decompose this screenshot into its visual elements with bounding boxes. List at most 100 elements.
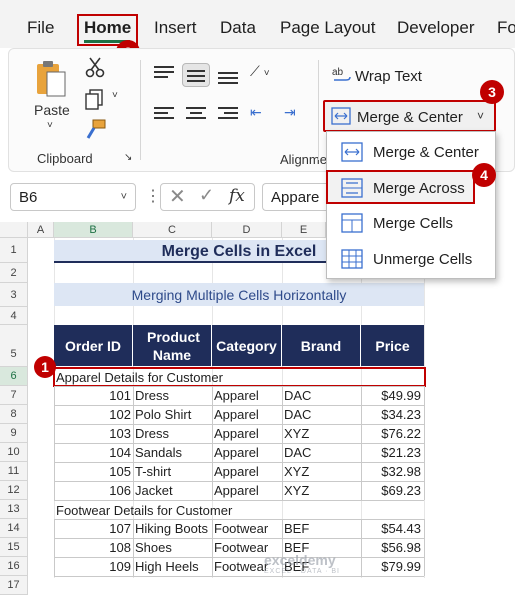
- row-header[interactable]: 14: [0, 519, 28, 538]
- align-right-icon[interactable]: [214, 104, 242, 128]
- table-row[interactable]: 103 Dress Apparel XYZ $76.22: [54, 424, 424, 443]
- select-all-corner[interactable]: [0, 222, 28, 238]
- menu-page-layout[interactable]: Page Layout: [280, 18, 376, 37]
- row-header[interactable]: 16: [0, 557, 28, 576]
- table-row[interactable]: 107 Hiking Boots Footwear BEF $54.43: [54, 519, 424, 538]
- menu-item-merge-cells[interactable]: Merge Cells: [327, 206, 495, 240]
- more-options-icon[interactable]: ⋮: [145, 188, 161, 205]
- table-row[interactable]: 101 Dress Apparel DAC $49.99: [54, 386, 424, 405]
- menu-item-unmerge-cells[interactable]: Unmerge Cells: [327, 242, 495, 276]
- footwear-section-label[interactable]: Footwear Details for Customer: [56, 503, 233, 518]
- row-header[interactable]: 8: [0, 405, 28, 424]
- menu-developer[interactable]: Developer: [397, 18, 475, 37]
- paste-icon[interactable]: [34, 58, 68, 98]
- sheet-subtitle-cell[interactable]: Merging Multiple Cells Horizontally: [54, 283, 424, 306]
- chevron-down-icon: ˅: [476, 109, 484, 123]
- format-painter-icon[interactable]: [84, 118, 108, 140]
- increase-indent-icon[interactable]: ⇥: [284, 104, 296, 120]
- column-header[interactable]: A: [28, 222, 54, 238]
- cell-price: $32.98: [381, 464, 421, 479]
- table-border: [54, 405, 424, 406]
- cell-product: Jacket: [135, 483, 173, 498]
- header-order-id[interactable]: Order ID: [54, 325, 133, 366]
- row-header[interactable]: 17: [0, 576, 28, 595]
- wrap-text-icon[interactable]: ab: [332, 66, 352, 86]
- row-header[interactable]: 13: [0, 500, 28, 519]
- step-badge-1: 1: [34, 356, 56, 378]
- header-label: Category: [216, 338, 277, 354]
- menu-item-merge-center[interactable]: Merge & Center: [327, 135, 495, 169]
- column-header[interactable]: E: [282, 222, 326, 238]
- cell-brand: XYZ: [284, 483, 310, 498]
- align-bottom-icon[interactable]: [214, 63, 242, 87]
- cell-price: $49.99: [381, 388, 421, 403]
- row-header[interactable]: 6: [0, 367, 28, 386]
- row-header[interactable]: 9: [0, 424, 28, 443]
- cut-icon[interactable]: [84, 56, 106, 78]
- row-header[interactable]: 11: [0, 462, 28, 481]
- column-header[interactable]: C: [133, 222, 212, 238]
- menu-formulas[interactable]: Fo: [497, 18, 515, 37]
- cell-order-id: 107: [109, 521, 131, 536]
- apparel-section-label[interactable]: Apparel Details for Customer: [56, 370, 223, 385]
- copy-icon[interactable]: [84, 88, 106, 110]
- row-header[interactable]: 1: [0, 238, 28, 263]
- table-row[interactable]: 102 Polo Shirt Apparel DAC $34.23: [54, 405, 424, 424]
- header-product-name[interactable]: Product Name: [133, 325, 212, 366]
- menu-file[interactable]: File: [27, 18, 55, 37]
- cancel-icon[interactable]: ✕: [169, 186, 186, 208]
- table-border: [54, 576, 424, 577]
- column-header[interactable]: B: [54, 222, 133, 238]
- copy-chevron-icon[interactable]: ˅: [112, 90, 118, 101]
- row-header[interactable]: 2: [0, 263, 28, 283]
- table-border: [54, 538, 424, 539]
- name-box[interactable]: B6 ˅: [10, 183, 136, 211]
- align-top-icon[interactable]: [150, 63, 178, 87]
- header-brand[interactable]: Brand: [282, 325, 361, 366]
- enter-icon[interactable]: ✓: [199, 185, 215, 205]
- merge-center-button[interactable]: Merge & Center ˅: [323, 100, 496, 132]
- align-middle-icon[interactable]: [182, 63, 210, 87]
- menu-insert[interactable]: Insert: [154, 18, 197, 37]
- wrap-text-button[interactable]: Wrap Text: [355, 68, 422, 85]
- cell-brand: DAC: [284, 407, 312, 422]
- menu-data[interactable]: Data: [220, 18, 256, 37]
- row-header[interactable]: 15: [0, 538, 28, 557]
- table-border: [54, 386, 424, 387]
- align-left-icon[interactable]: [150, 104, 178, 128]
- align-center-icon[interactable]: [182, 104, 210, 128]
- row-header[interactable]: 5: [0, 325, 28, 367]
- column-header[interactable]: D: [212, 222, 282, 238]
- table-row[interactable]: 106 Jacket Apparel XYZ $69.23: [54, 481, 424, 500]
- cell-product: Dress: [135, 426, 169, 441]
- header-price[interactable]: Price: [361, 325, 424, 366]
- table-border: [212, 519, 213, 576]
- row-header[interactable]: 12: [0, 481, 28, 500]
- selection-highlight-box: [53, 367, 426, 387]
- table-row[interactable]: 104 Sandals Apparel DAC $21.23: [54, 443, 424, 462]
- insert-function-icon[interactable]: fx: [229, 186, 245, 206]
- watermark-name: exceldemy: [264, 552, 336, 568]
- cell-category: Footwear: [214, 521, 269, 536]
- orientation-icon[interactable]: ⟋ ˅: [250, 63, 270, 79]
- formula-input[interactable]: Appare: [262, 183, 342, 211]
- menu-item-merge-across[interactable]: Merge Across: [326, 170, 475, 204]
- row-header[interactable]: 7: [0, 386, 28, 405]
- row-header[interactable]: 3: [0, 283, 28, 307]
- row-header[interactable]: 4: [0, 307, 28, 325]
- menu-home[interactable]: Home: [84, 18, 132, 37]
- home-tab-underline: [84, 40, 130, 43]
- table-border: [54, 424, 424, 425]
- table-row[interactable]: 108 Shoes Footwear BEF $56.98: [54, 538, 424, 557]
- table-row[interactable]: 109 High Heels Footwear BEF $79.99: [54, 557, 424, 576]
- table-border: [54, 462, 424, 463]
- row-header[interactable]: 10: [0, 443, 28, 462]
- table-border: [54, 500, 424, 501]
- paste-chevron-icon[interactable]: ˅: [47, 120, 53, 131]
- cell-product: Dress: [135, 388, 169, 403]
- table-row[interactable]: 105 T-shirt Apparel XYZ $32.98: [54, 462, 424, 481]
- header-category[interactable]: Category: [212, 325, 282, 366]
- clipboard-launcher-icon[interactable]: ↘: [124, 152, 133, 163]
- paste-label[interactable]: Paste: [34, 102, 70, 118]
- decrease-indent-icon[interactable]: ⇤: [250, 104, 262, 120]
